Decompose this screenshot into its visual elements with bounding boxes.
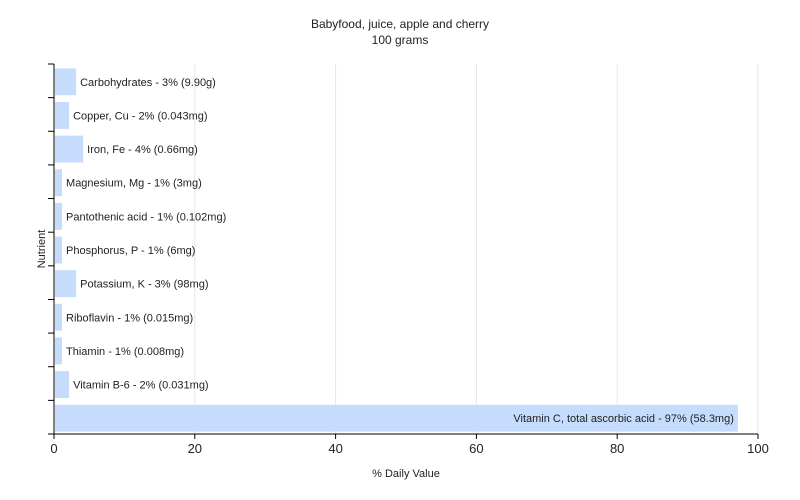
bar [55,303,63,331]
grid [194,64,759,434]
x-tick-label: 80 [610,441,624,456]
bar [55,169,63,197]
bar-label: Carbohydrates - 3% (9.90g) [80,77,216,89]
bar [55,270,77,298]
bar [55,102,70,129]
axes: 0 20 40 60 80 100 [48,63,769,456]
bar-label: Vitamin B-6 - 2% (0.031mg) [73,380,209,392]
bar [55,135,84,163]
chart-subtitle: 100 grams [372,33,429,47]
bar [55,371,70,398]
bar-label: Pantothenic acid - 1% (0.102mg) [66,211,226,223]
x-tick-label: 60 [469,441,483,456]
bar [55,337,63,365]
x-tick-label: 100 [747,441,769,456]
x-tick-label: 0 [50,441,57,456]
x-tick-label: 40 [328,441,342,456]
bar [55,236,63,264]
x-axis-title: % Daily Value [372,468,440,480]
bar [55,404,738,432]
bar-label: Magnesium, Mg - 1% (3mg) [66,178,202,190]
y-axis-title: Nutrient [36,230,48,269]
bar-label: Iron, Fe - 4% (0.66mg) [87,144,198,156]
bar-label: Vitamin C, total ascorbic acid - 97% (58… [513,413,734,425]
bar-label: Thiamin - 1% (0.008mg) [66,346,184,358]
bar-label: Riboflavin - 1% (0.015mg) [66,312,193,324]
bar-label: Phosphorus, P - 1% (6mg) [66,245,195,257]
bars: Carbohydrates - 3% (9.90g) Copper, Cu - 2… [55,68,738,432]
x-tick-label: 20 [188,441,202,456]
bar-label: Potassium, K - 3% (98mg) [80,279,208,291]
bar [55,202,63,230]
bar-label: Copper, Cu - 2% (0.043mg) [73,110,208,122]
bar [55,68,77,96]
chart-title: Babyfood, juice, apple and cherry [311,17,489,31]
